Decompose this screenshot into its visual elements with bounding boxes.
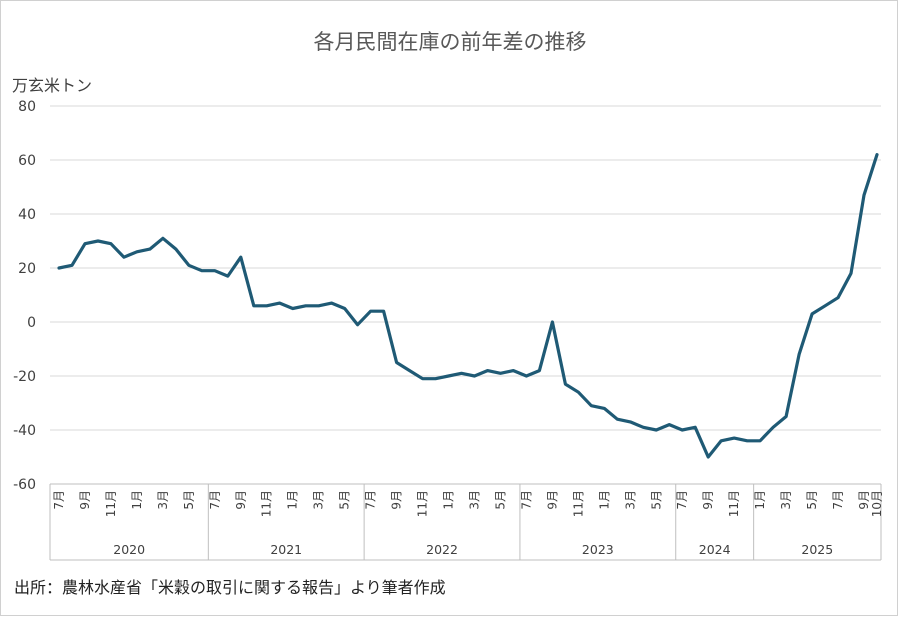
x-tick-label: 7月	[52, 490, 66, 510]
y-tick-label: -60	[13, 477, 36, 493]
x-tick-label: 5月	[805, 490, 819, 510]
x-tick-label: 7月	[831, 490, 845, 510]
year-label: 2021	[270, 542, 302, 557]
series-layer	[57, 153, 879, 459]
source-note: 出所：農林水産省「米穀の取引に関する報告」より筆者作成	[14, 578, 446, 597]
year-label: 2022	[426, 542, 458, 557]
x-tick-label: 1月	[442, 490, 456, 510]
x-tick-label: 7月	[519, 490, 533, 510]
x-tick-label: 11月	[104, 490, 118, 517]
x-tick-label: 9月	[390, 490, 404, 510]
x-tick-label: 5月	[649, 490, 663, 510]
x-tick-label: 11月	[571, 490, 585, 517]
year-label: 2023	[582, 542, 614, 557]
chart-title: 各月民間在庫の前年差の推移	[313, 30, 587, 54]
y-tick-label: 20	[18, 261, 36, 277]
x-tick-label: 9月	[857, 490, 871, 510]
x-tick-label: 1月	[597, 490, 611, 510]
x-tick-label: 1月	[753, 490, 767, 510]
x-tick-label: 7月	[675, 490, 689, 510]
x-tick-label: 3月	[312, 490, 326, 510]
x-tick-label: 5月	[182, 490, 196, 510]
x-tick-label: 5月	[338, 490, 352, 510]
y-axis-ticks: -60 -40 -20 0 20 40 60 80	[13, 99, 36, 493]
x-tick-label: 3月	[623, 490, 637, 510]
y-tick-label: -40	[13, 423, 36, 439]
x-tick-label: 9月	[701, 490, 715, 510]
x-axis: 2020 2021 2022 2023 2024 2025 7月 9月 11月 1月 3月 5月 7月 9…	[49, 483, 884, 561]
x-tick-label: 9月	[78, 490, 92, 510]
y-unit-label: 万玄米トン	[12, 76, 93, 95]
y-tick-label: -20	[13, 369, 36, 385]
x-tick-label: 9月	[234, 490, 248, 510]
x-tick-label: 5月	[493, 490, 507, 510]
y-tick-label: 60	[18, 153, 36, 169]
year-label: 2025	[801, 542, 833, 557]
x-tick-label: 3月	[779, 490, 793, 510]
x-tick-label: 7月	[364, 490, 378, 510]
x-tick-label: 11月	[260, 490, 274, 517]
x-tick-label: 3月	[467, 490, 481, 510]
x-tick-label: 9月	[545, 490, 559, 510]
year-label: 2024	[699, 542, 731, 557]
x-tick-label: 10月	[870, 490, 884, 517]
x-tick-label: 11月	[727, 490, 741, 517]
y-tick-label: 80	[18, 99, 36, 115]
x-tick-label: 3月	[156, 490, 170, 510]
x-tick-label: 7月	[208, 490, 222, 510]
x-tick-label: 11月	[416, 490, 430, 517]
x-tick-label: 1月	[130, 490, 144, 510]
x-tick-label: 1月	[286, 490, 300, 510]
y-tick-label: 40	[18, 207, 36, 223]
year-label: 2020	[113, 542, 145, 557]
y-tick-label: 0	[27, 315, 36, 331]
gridlines	[50, 105, 881, 431]
series-line	[57, 153, 879, 459]
